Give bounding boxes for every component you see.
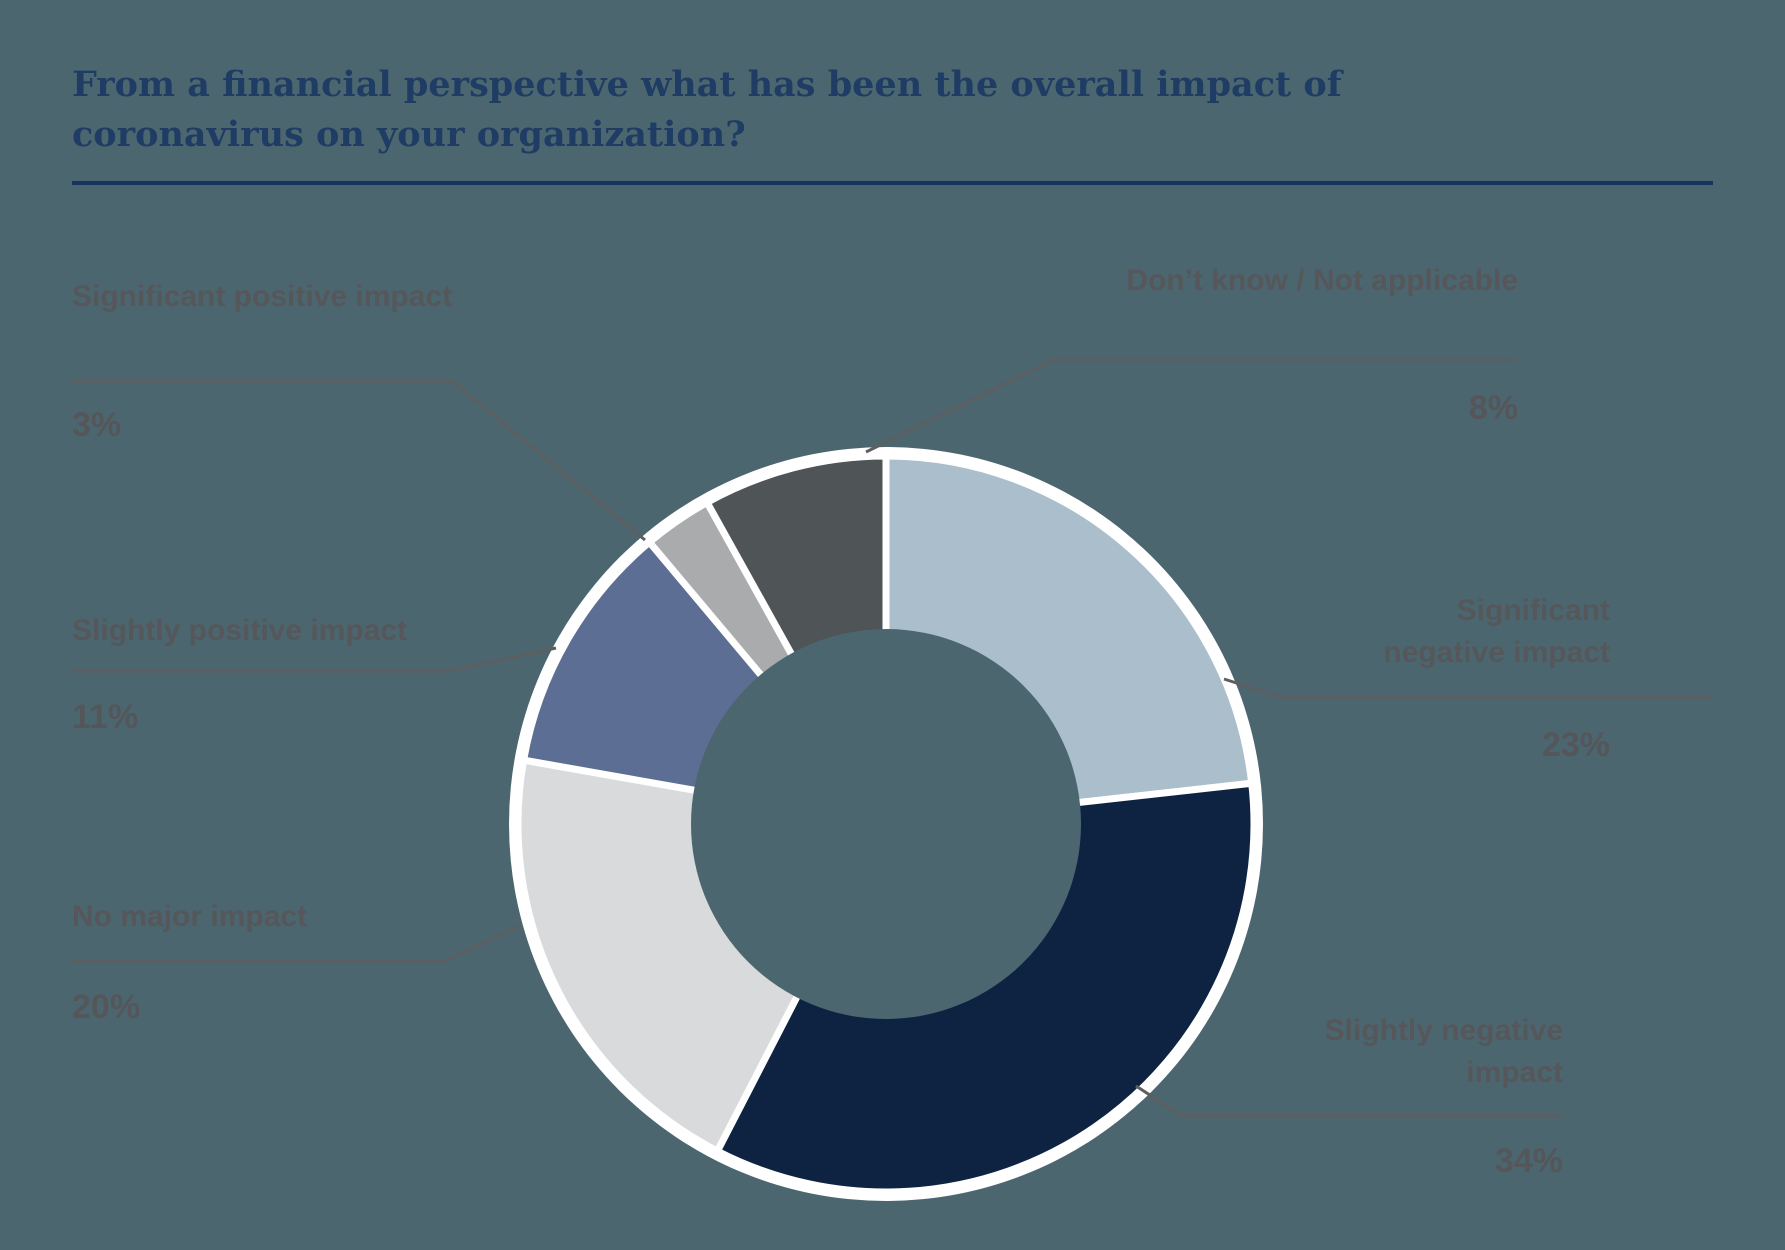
label-no-major-impact: No major impact xyxy=(72,900,308,933)
title-divider xyxy=(72,181,1713,185)
leader-line-dont-know xyxy=(865,358,1518,454)
value-slightly-negative-impact: 34% xyxy=(1494,1142,1563,1180)
value-slightly-positive-impact: 11% xyxy=(72,698,139,736)
label-slightly-positive-impact: Slightly positive impact xyxy=(72,614,408,647)
value-dont-know: 8% xyxy=(1468,389,1518,427)
value-no-major-impact: 20% xyxy=(72,988,141,1026)
label-slightly-negative-impact: Slightly negative impact xyxy=(1324,1014,1563,1089)
label-significant-negative-impact: Significant negative impact xyxy=(1383,594,1610,669)
leader-line-significant-negative xyxy=(1223,677,1713,699)
donut-hole xyxy=(691,629,1081,1019)
value-significant-positive-impact: 3% xyxy=(72,406,122,444)
leader-line-slightly-positive xyxy=(72,646,557,673)
label-significant-positive-impact: Significant positive impact xyxy=(72,280,453,313)
page-title: From a financial perspective what has be… xyxy=(72,64,1342,155)
leader-line-significant-positive xyxy=(72,379,646,542)
label-dont-know: Don’t know / Not applicable xyxy=(1126,264,1518,297)
leader-line-no-major xyxy=(72,924,521,963)
value-significant-negative-impact: 23% xyxy=(1541,726,1610,764)
leader-line-slightly-negative xyxy=(1135,1084,1563,1118)
